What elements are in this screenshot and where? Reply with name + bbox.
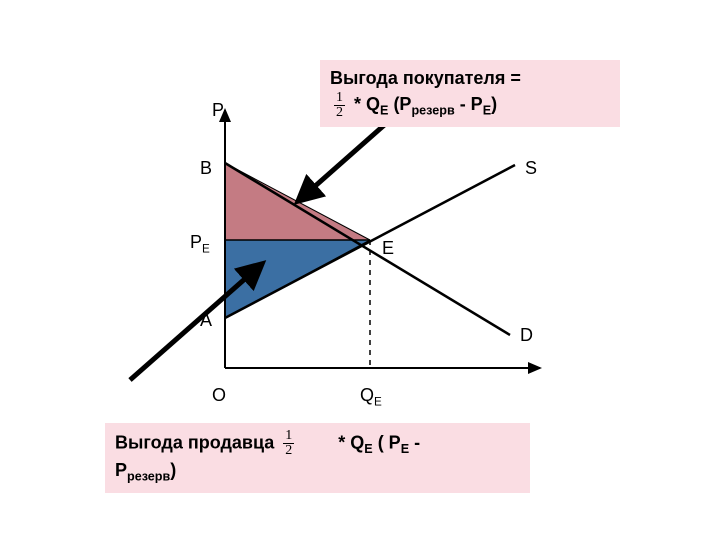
label-a: A xyxy=(200,310,212,331)
label-d: D xyxy=(520,325,533,346)
label-qe: QE xyxy=(360,385,382,409)
buyer-formula-line1: Выгода покупателя = xyxy=(330,68,521,88)
label-s: S xyxy=(525,158,537,179)
arrow-to-consumer-surplus xyxy=(305,120,390,195)
seller-surplus-formula-box: Выгода продавца 12 * QE ( PE - Pрезерв) xyxy=(105,423,530,493)
arrow-to-producer-surplus xyxy=(130,270,255,380)
seller-formula-text: Выгода продавца xyxy=(115,432,279,452)
consumer-surplus-triangle xyxy=(225,163,370,240)
buyer-surplus-formula-box: Выгода покупателя = 12 * QE (Pрезерв - P… xyxy=(320,60,620,127)
label-origin: O xyxy=(212,385,226,406)
label-b: B xyxy=(200,158,212,179)
one-half-fraction: 12 xyxy=(334,91,345,120)
label-e: E xyxy=(382,238,394,259)
label-pe: PE xyxy=(190,232,210,256)
label-p-axis: P xyxy=(212,100,224,121)
buyer-formula-text: * QE (Pрезерв - PE) xyxy=(354,94,497,114)
one-half-fraction: 12 xyxy=(283,429,294,458)
